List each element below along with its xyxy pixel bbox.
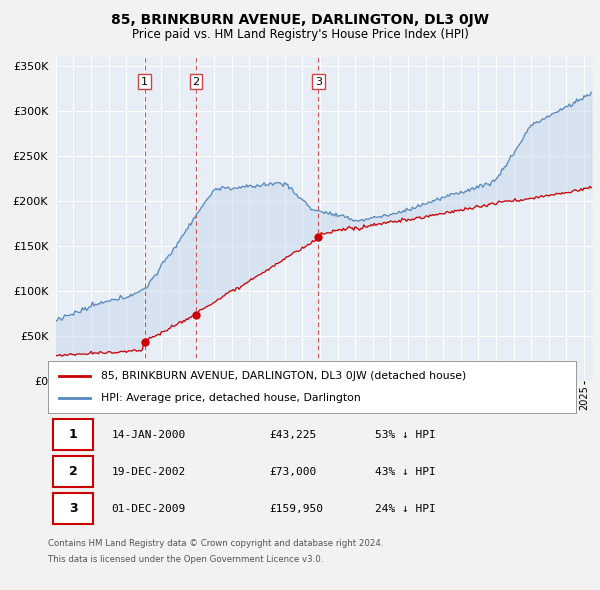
Text: 85, BRINKBURN AVENUE, DARLINGTON, DL3 0JW: 85, BRINKBURN AVENUE, DARLINGTON, DL3 0J… (111, 13, 489, 27)
Text: £73,000: £73,000 (270, 467, 317, 477)
FancyBboxPatch shape (53, 456, 93, 487)
Text: Price paid vs. HM Land Registry's House Price Index (HPI): Price paid vs. HM Land Registry's House … (131, 28, 469, 41)
Text: 3: 3 (315, 77, 322, 87)
Text: This data is licensed under the Open Government Licence v3.0.: This data is licensed under the Open Gov… (48, 555, 323, 564)
Text: £43,225: £43,225 (270, 430, 317, 440)
Text: 43% ↓ HPI: 43% ↓ HPI (376, 467, 436, 477)
FancyBboxPatch shape (53, 419, 93, 450)
Text: 85, BRINKBURN AVENUE, DARLINGTON, DL3 0JW (detached house): 85, BRINKBURN AVENUE, DARLINGTON, DL3 0J… (101, 371, 466, 381)
Text: 01-DEC-2009: 01-DEC-2009 (112, 504, 185, 514)
Text: 3: 3 (69, 502, 77, 516)
Text: 2: 2 (69, 465, 77, 478)
Text: HPI: Average price, detached house, Darlington: HPI: Average price, detached house, Darl… (101, 394, 361, 404)
Text: Contains HM Land Registry data © Crown copyright and database right 2024.: Contains HM Land Registry data © Crown c… (48, 539, 383, 548)
Text: 53% ↓ HPI: 53% ↓ HPI (376, 430, 436, 440)
Text: 19-DEC-2002: 19-DEC-2002 (112, 467, 185, 477)
Text: 24% ↓ HPI: 24% ↓ HPI (376, 504, 436, 514)
Text: 1: 1 (69, 428, 77, 441)
Text: 14-JAN-2000: 14-JAN-2000 (112, 430, 185, 440)
FancyBboxPatch shape (53, 493, 93, 525)
Text: 1: 1 (141, 77, 148, 87)
Text: £159,950: £159,950 (270, 504, 324, 514)
Text: 2: 2 (193, 77, 200, 87)
